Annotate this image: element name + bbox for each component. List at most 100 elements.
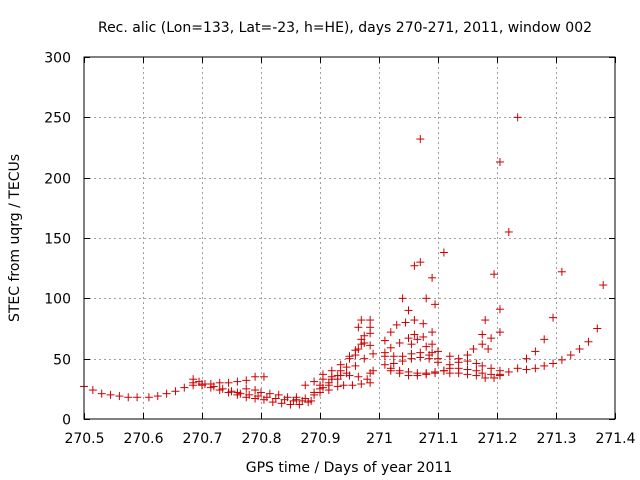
data-point xyxy=(439,248,448,257)
data-point xyxy=(360,354,369,363)
x-tick-label: 270.7 xyxy=(182,431,222,447)
data-point xyxy=(369,349,378,358)
data-point xyxy=(413,335,422,344)
data-point xyxy=(277,399,286,408)
data-point xyxy=(224,388,233,397)
data-point xyxy=(318,370,327,379)
data-point xyxy=(327,375,336,384)
data-point xyxy=(354,323,363,332)
data-point xyxy=(292,393,301,402)
data-points xyxy=(80,113,608,409)
y-tick-label: 250 xyxy=(44,111,71,127)
data-point xyxy=(422,342,431,351)
data-point xyxy=(398,294,407,303)
data-point xyxy=(490,373,499,382)
data-point xyxy=(472,359,481,368)
data-point xyxy=(557,267,566,276)
data-point xyxy=(88,386,97,395)
data-point xyxy=(357,316,366,325)
data-point xyxy=(259,372,268,381)
data-point xyxy=(540,335,549,344)
data-point xyxy=(431,369,440,378)
data-point xyxy=(599,281,608,290)
data-point xyxy=(410,316,419,325)
data-point xyxy=(401,318,410,327)
data-point xyxy=(144,393,153,402)
data-point xyxy=(380,360,389,369)
data-point xyxy=(115,392,124,401)
data-point xyxy=(233,377,242,386)
data-point xyxy=(495,328,504,337)
data-point xyxy=(445,352,454,361)
data-point xyxy=(478,340,487,349)
data-point xyxy=(389,359,398,368)
data-point xyxy=(224,378,233,387)
x-tick-label: 271.3 xyxy=(536,431,576,447)
data-point xyxy=(584,337,593,346)
data-point xyxy=(265,389,274,398)
data-point xyxy=(286,400,295,409)
data-point xyxy=(162,389,171,398)
data-point xyxy=(495,305,504,314)
data-point xyxy=(549,359,558,368)
y-tick-label: 300 xyxy=(44,51,71,67)
data-point xyxy=(133,393,142,402)
data-point xyxy=(153,392,162,401)
data-point xyxy=(404,334,413,343)
data-point xyxy=(428,348,437,357)
data-point xyxy=(215,386,224,395)
data-point xyxy=(410,261,419,270)
data-point xyxy=(251,372,260,381)
data-point xyxy=(259,395,268,404)
data-point xyxy=(354,345,363,354)
x-tick-label: 271 xyxy=(366,431,393,447)
data-point xyxy=(549,313,558,322)
data-point xyxy=(513,364,522,373)
x-tick-label: 270.8 xyxy=(241,431,281,447)
data-point xyxy=(389,352,398,361)
data-point xyxy=(310,377,319,386)
data-point xyxy=(513,113,522,122)
data-point xyxy=(439,366,448,375)
data-point xyxy=(301,394,310,403)
y-tick-label: 100 xyxy=(44,292,71,308)
data-point xyxy=(180,383,189,392)
data-point xyxy=(124,393,133,402)
data-point xyxy=(360,331,369,340)
data-point xyxy=(366,341,375,350)
data-point xyxy=(206,383,215,392)
data-point xyxy=(198,381,206,390)
data-point xyxy=(215,378,224,387)
data-point xyxy=(522,354,531,363)
data-point xyxy=(495,157,504,166)
data-point xyxy=(333,382,342,391)
data-point xyxy=(478,330,487,339)
data-point xyxy=(268,398,277,407)
data-point xyxy=(522,365,531,374)
data-point xyxy=(478,361,487,370)
data-point xyxy=(97,389,106,398)
data-point xyxy=(274,390,283,399)
data-point xyxy=(557,355,566,364)
x-tick-label: 270.6 xyxy=(123,431,163,447)
data-point xyxy=(404,306,413,315)
data-point xyxy=(171,387,180,396)
x-tick-label: 270.9 xyxy=(300,431,340,447)
data-point xyxy=(106,390,115,399)
x-tick-label: 271.1 xyxy=(418,431,458,447)
data-point xyxy=(242,376,251,385)
data-point xyxy=(575,345,584,354)
data-point xyxy=(481,316,490,325)
data-point xyxy=(419,319,428,328)
data-point xyxy=(395,369,404,378)
data-point xyxy=(428,340,437,349)
data-point xyxy=(333,371,342,380)
data-point xyxy=(392,320,401,329)
x-tick-label: 271.4 xyxy=(595,431,635,447)
x-tick-label: 270.5 xyxy=(64,431,104,447)
y-axis-label: STEC from uqrg / TECUs xyxy=(7,154,23,322)
data-point xyxy=(416,135,425,144)
data-point xyxy=(366,316,375,325)
data-point xyxy=(463,357,472,366)
data-point xyxy=(478,369,487,378)
